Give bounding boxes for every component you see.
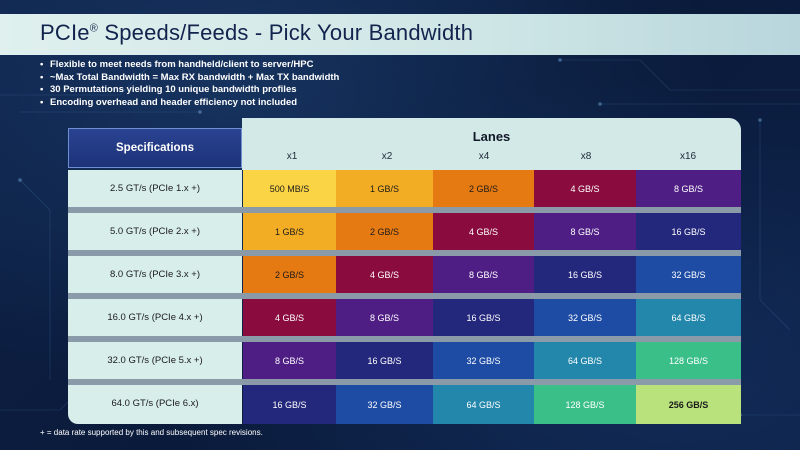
spec-label-pcie-4x: 16.0 GT/s (PCIe 4.x +) xyxy=(107,312,203,323)
spec-row-background xyxy=(68,213,242,250)
spec-row-background xyxy=(68,170,242,207)
bandwidth-cell-x4: 16 GB/S xyxy=(433,299,534,336)
spec-row-background xyxy=(68,256,242,293)
spec-row-background xyxy=(68,385,242,424)
bandwidth-cell-x1: 1 GB/S xyxy=(243,213,336,250)
bullet-item: 30 Permutations yielding 10 unique bandw… xyxy=(40,84,339,97)
bandwidth-cell-x8: 16 GB/S xyxy=(534,256,636,293)
row-divider xyxy=(68,293,741,299)
bandwidth-cell-x1: 4 GB/S xyxy=(243,299,336,336)
bandwidth-cell-x2: 8 GB/S xyxy=(336,299,433,336)
bandwidth-cell-x8: 64 GB/S xyxy=(534,342,636,379)
row-divider xyxy=(68,250,741,256)
bandwidth-cell-x4: 4 GB/S xyxy=(433,213,534,250)
row-divider xyxy=(68,379,741,385)
lanes-header: Lanes xyxy=(472,129,511,144)
spec-row-background xyxy=(68,299,242,336)
bandwidth-cell-x4: 32 GB/S xyxy=(433,342,534,379)
lane-header-x2: x2 xyxy=(381,151,393,162)
bandwidth-cell-x4: 8 GB/S xyxy=(433,256,534,293)
page-title: PCIe® Speeds/Feeds - Pick Your Bandwidth xyxy=(40,20,474,45)
bullet-list: Flexible to meet needs from handheld/cli… xyxy=(40,59,339,109)
registered-mark: ® xyxy=(89,22,99,35)
lane-header-x8: x8 xyxy=(580,151,592,162)
bandwidth-cell-x8: 8 GB/S xyxy=(534,213,636,250)
lane-header-x4: x4 xyxy=(478,151,490,162)
spec-label-pcie-5x: 32.0 GT/s (PCIe 5.x +) xyxy=(107,355,203,366)
bullet-item: Flexible to meet needs from handheld/cli… xyxy=(40,59,339,72)
bullet-item: Encoding overhead and header efficiency … xyxy=(40,97,339,110)
bullet-item: ~Max Total Bandwidth = Max RX bandwidth … xyxy=(40,72,339,85)
bandwidth-cell-x16: 128 GB/S xyxy=(636,342,741,379)
bandwidth-cell-x8: 4 GB/S xyxy=(534,170,636,207)
bandwidth-cell-x1: 16 GB/S xyxy=(243,385,336,424)
bandwidth-cell-x4: 64 GB/S xyxy=(433,385,534,424)
bandwidth-cell-x1: 500 MB/S xyxy=(243,170,336,207)
spec-label-pcie-6x: 64.0 GT/s (PCIe 6.x) xyxy=(111,398,199,409)
lane-header-x16: x16 xyxy=(679,151,697,162)
spec-label-pcie-1x: 2.5 GT/s (PCIe 1.x +) xyxy=(109,183,200,194)
bandwidth-cell-x2: 16 GB/S xyxy=(336,342,433,379)
bandwidth-cell-x8: 128 GB/S xyxy=(534,385,636,424)
footnote: + = data rate supported by this and subs… xyxy=(40,428,263,437)
bandwidth-cell-x2: 4 GB/S xyxy=(336,256,433,293)
bandwidth-cell-x2: 32 GB/S xyxy=(336,385,433,424)
bandwidth-cell-x1: 8 GB/S xyxy=(243,342,336,379)
bandwidth-cell-x16: 64 GB/S xyxy=(636,299,741,336)
bandwidth-cell-x1: 2 GB/S xyxy=(243,256,336,293)
bandwidth-cell-x2: 2 GB/S xyxy=(336,213,433,250)
spec-row-background xyxy=(68,342,242,379)
spec-label-pcie-2x: 5.0 GT/s (PCIe 2.x +) xyxy=(109,226,200,237)
lane-header-x1: x1 xyxy=(286,151,298,162)
bandwidth-cell-x2: 1 GB/S xyxy=(336,170,433,207)
bandwidth-cell-x16: 256 GB/S xyxy=(636,385,741,424)
row-divider xyxy=(68,207,741,213)
specifications-header: Specifications xyxy=(68,128,242,168)
row-divider xyxy=(68,336,741,342)
lanes-header-panel xyxy=(242,118,741,170)
bandwidth-cell-x8: 32 GB/S xyxy=(534,299,636,336)
bandwidth-cell-x4: 2 GB/S xyxy=(433,170,534,207)
title-bar xyxy=(0,14,800,55)
bandwidth-cell-x16: 16 GB/S xyxy=(636,213,741,250)
bandwidth-cell-x16: 8 GB/S xyxy=(636,170,741,207)
spec-label-pcie-3x: 8.0 GT/s (PCIe 3.x +) xyxy=(109,269,200,280)
bandwidth-cell-x16: 32 GB/S xyxy=(636,256,741,293)
